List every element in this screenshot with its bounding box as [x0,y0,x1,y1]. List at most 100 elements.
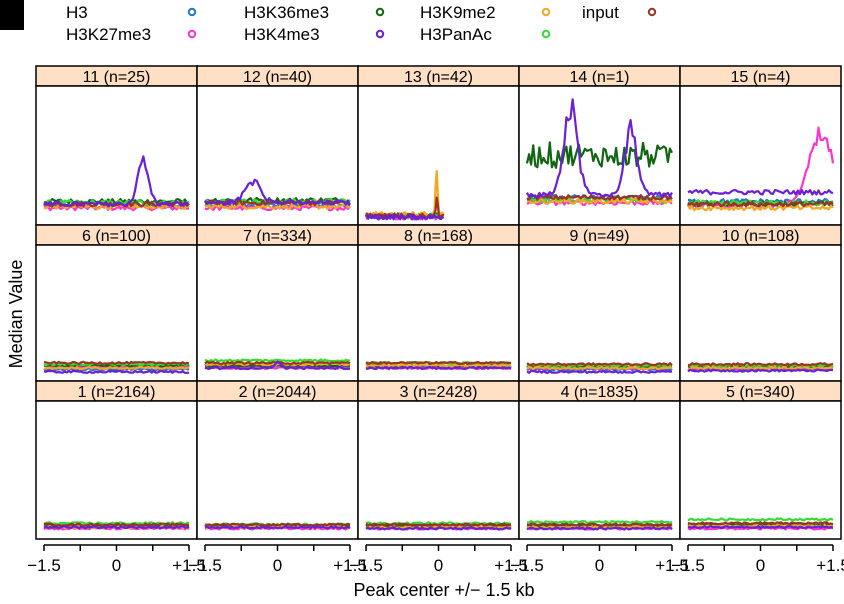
panel-3-n-2428: 3 (n=2428) [357,380,520,540]
panel-10-n-108: 10 (n=108) [679,224,842,382]
series-line-input [204,522,351,527]
legend-label-h3k4me3: H3K4me3 [244,25,320,44]
series-line-h3k9me2 [204,203,351,210]
legend-label-h3: H3 [66,3,88,22]
series-line-h3k4me3 [43,525,190,530]
series-line-input [687,521,834,526]
strip-label: 4 (n=1835) [561,384,639,401]
x-tick-label: 0 [112,556,121,575]
plot-area [35,244,198,382]
strip-label: 5 (n=340) [726,384,795,401]
series-line-h3k4me3 [687,525,834,530]
strip-label: 8 (n=168) [404,228,473,245]
x-tick-label: −1.5 [27,556,61,575]
panel-13-n-42: 13 (n=42) [357,65,520,226]
series-line-input [365,360,512,365]
series-line-input [526,194,673,201]
panels: 11 (n=25) 12 (n=40) 13 (n=42) 14 (n=1) 15 (n… [35,65,842,540]
plot-area [196,400,359,540]
plot-area [679,400,842,540]
plot-area [196,244,359,382]
legend-label-h3k36me3: H3K36me3 [244,3,329,22]
x-tick-label: 0 [273,556,282,575]
panel-9-n-49: 9 (n=49) [518,224,681,382]
corner-block [0,0,24,30]
panel-1-n-2164: 1 (n=2164) [35,380,198,540]
series-line-h3k4me3 [687,189,834,196]
series-line-input [43,360,190,365]
series-line-input [43,522,190,527]
series-line-h3panac [687,517,834,522]
legend: H3 H3K27me3 H3K36me3 H3K4me3 H3K9me2 H3PanAc i… [66,3,657,44]
panel-8-n-168: 8 (n=168) [357,224,520,382]
y-axis-title: Median Value [6,260,26,369]
strip-label: 7 (n=334) [243,228,312,245]
strip-label: 12 (n=40) [243,69,312,86]
x-tick-label: +1.5 [655,556,689,575]
legend-marker-h3k36me3 [375,7,385,17]
x-tick-label: −1.5 [510,556,544,575]
legend-label-input: input [582,3,619,22]
panel-2-n-2044: 2 (n=2044) [196,380,359,540]
strip-label: 11 (n=25) [83,69,151,86]
series-line-h3k4me3 [204,525,351,530]
series-line-h3k4me3 [204,360,351,371]
panel-11-n-25: 11 (n=25) [35,65,198,226]
series-line-input [687,362,834,367]
x-axes: −1.5 0 +1.5−1.5 0 +1.5−1.5 0 +1.5−1.5 0 +1.5−1.5… [27,544,844,575]
panel-6-n-100: 6 (n=100) [35,224,198,382]
x-axis-1: −1.5 0 +1.5 [27,544,206,575]
strip-label: 13 (n=42) [404,69,473,86]
series-line-h3k9me2 [526,366,673,371]
strip-label: 6 (n=100) [82,228,151,245]
panel-15-n-4: 15 (n=4) [679,65,842,226]
strip-label: 10 (n=108) [722,228,800,245]
series-line-h3k4me3 [43,369,189,374]
series-line-h3k9me2 [365,363,512,368]
series-line-h3k27me3 [43,204,190,212]
series-line-h3k9me2 [687,204,834,212]
strip-label: 3 (n=2428) [400,384,478,401]
series-line-h3k4me3 [687,368,833,373]
plot-area [679,244,842,382]
series-line-h3k4me3 [526,526,673,531]
series-line-h3k4me3 [526,98,673,198]
x-tick-label: −1.5 [349,556,383,575]
panel-5-n-340: 5 (n=340) [679,380,842,540]
x-tick-label: −1.5 [188,556,222,575]
x-tick-label: 0 [434,556,443,575]
series-line-h3k9me2 [43,366,190,371]
series-line-input [526,362,673,367]
strip-label: 14 (n=1) [569,69,629,86]
panel-7-n-334: 7 (n=334) [196,224,359,382]
panel-12-n-40: 12 (n=40) [196,65,359,226]
legend-marker-h3panac [541,29,551,39]
x-axis-5: −1.5 0 +1.5 [671,544,844,575]
legend-label-h3panac: H3PanAc [420,25,492,44]
series-line-input [365,522,512,527]
x-tick-label: 0 [756,556,765,575]
strip-label: 9 (n=49) [569,228,629,245]
series-line-h3k9me2 [687,366,834,371]
strip-label: 1 (n=2164) [78,384,156,401]
series-line-h3k4me3 [365,365,512,371]
x-axis-4: −1.5 0 +1.5 [510,544,689,575]
plot-area [518,400,681,540]
series-line-h3k4me3 [43,155,190,208]
series-line-h3k36me3 [525,141,673,169]
x-tick-label: +1.5 [494,556,528,575]
series-line-h3k4me3 [365,213,445,221]
x-tick-label: −1.5 [671,556,705,575]
series-line-h3k4me3 [526,369,673,374]
x-tick-label: 0 [595,556,604,575]
legend-marker-h3k4me3 [375,29,385,39]
x-tick-label: +1.5 [333,556,367,575]
series-line-h3k4me3 [204,178,351,206]
series-line-input [526,522,673,527]
legend-marker-h3k9me2 [541,7,551,17]
series-line-h3k36me3 [44,363,190,368]
x-axis-3: −1.5 0 +1.5 [349,544,528,575]
legend-marker-input [647,7,657,17]
plot-area [357,400,520,540]
